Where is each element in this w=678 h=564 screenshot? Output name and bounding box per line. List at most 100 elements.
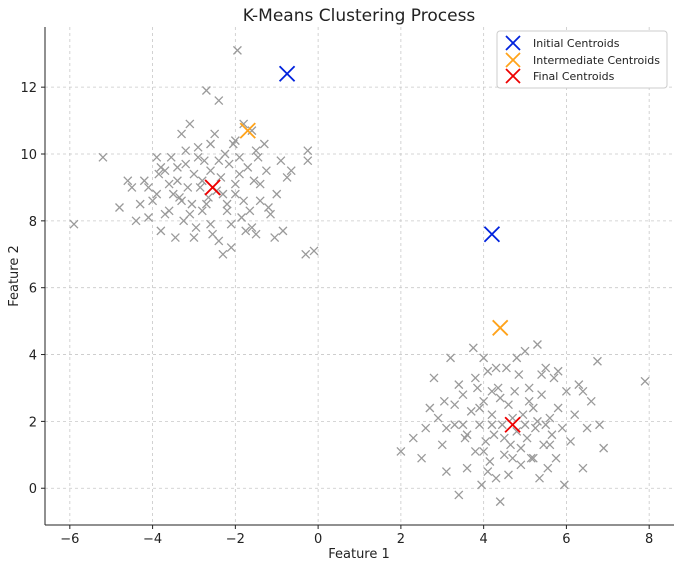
intermediate-centroid [239,122,256,139]
legend-markers [505,35,521,84]
data-point [270,233,280,243]
data-point [421,423,431,433]
data-point [504,400,513,410]
data-point [485,457,495,466]
data-point [547,430,557,440]
data-point [570,410,580,420]
data-point [206,139,215,149]
data-point [247,223,257,232]
data-point [512,426,522,436]
data-point [218,189,228,199]
data-point [483,467,493,476]
data-point [303,156,313,166]
data-point [425,403,435,413]
initial-centroid [483,226,501,243]
data-point [499,433,509,443]
data-point [528,403,538,413]
data-point [272,189,282,199]
data-point [216,172,226,182]
data-point [545,413,555,423]
data-point [168,189,178,199]
data-point [499,450,509,460]
data-point [185,119,195,129]
data-point [232,45,242,55]
data-point [493,383,503,393]
data-point [276,156,286,166]
y-tick-label: 12 [20,81,37,96]
data-point [481,436,491,446]
x-tick-label: −2 [226,532,245,547]
data-point [468,343,478,353]
data-point [458,390,468,400]
data-point [441,467,451,476]
legend-label-initial: Initial Centroids [533,37,620,50]
y-tick-label: 8 [29,215,37,230]
data-point [251,229,261,239]
intermediate-centroid [492,319,509,336]
centroid-markers [204,65,521,433]
data-point [239,119,249,129]
data-point [541,420,551,430]
data-point [437,440,447,450]
data-point [516,460,526,470]
data-point [528,453,538,463]
data-point [470,373,480,383]
data-point [253,152,263,162]
data-point [501,363,511,373]
data-point [69,219,79,229]
data-point [282,172,292,182]
data-point [477,480,487,490]
x-ticks: −6 −4 −2 0 2 4 6 8 [60,525,653,547]
data-point [266,209,275,219]
data-point [504,470,513,480]
data-point [303,146,313,156]
data-point [164,179,174,189]
data-point [514,370,524,380]
x-tick-label: 0 [314,532,322,547]
data-point [261,166,271,176]
data-point [522,433,532,443]
data-point [201,86,211,95]
data-point [199,156,209,166]
data-point [462,463,472,473]
x-tick-label: −4 [143,532,162,547]
data-point [278,226,288,236]
data-point [559,480,569,490]
data-point [160,209,170,219]
data-point [143,182,153,192]
data-point [543,463,553,473]
data-point [479,396,489,406]
data-point [226,219,236,229]
data-point [235,169,244,179]
data-point [214,96,224,105]
data-point [578,463,588,473]
data-point [222,199,232,209]
x-tick-label: 4 [480,532,488,547]
data-point [582,423,592,433]
data-point [491,473,501,483]
y-tick-label: 6 [29,282,37,297]
data-point [586,396,596,406]
data-point [210,129,220,139]
data-point [301,249,311,259]
data-point [249,176,259,186]
data-point [516,443,526,453]
x-tick-label: 2 [397,532,405,547]
data-point [520,346,530,356]
data-point [156,162,166,172]
data-point [152,189,162,199]
data-point [510,386,520,396]
legend-marker-initial [505,35,521,51]
y-tick-label: 0 [29,482,37,497]
data-point [458,420,468,430]
data-point [172,162,182,172]
initial-centroid [278,65,296,82]
data-point [541,363,551,373]
data-point [599,443,609,453]
data-point [557,423,567,433]
chart-title: K-Means Clustering Process [243,6,476,26]
legend-marker-final [505,68,521,84]
data-point [251,146,261,156]
data-point [264,203,273,212]
data-point [429,373,439,383]
